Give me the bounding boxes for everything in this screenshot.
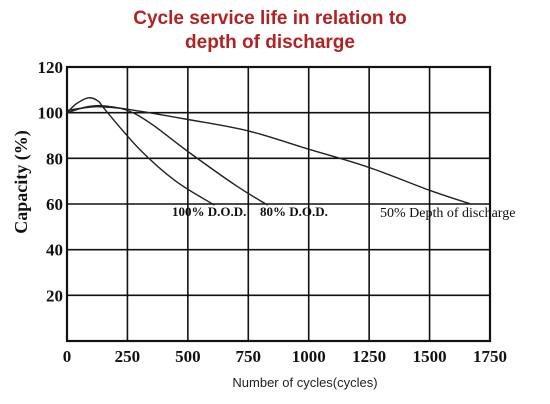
series-lines (66, 97, 471, 206)
y-tick-label: 60 (46, 195, 63, 214)
x-tick-label: 1000 (292, 347, 326, 366)
x-tick-label: 750 (236, 347, 262, 366)
series-annotation-3: 50% Depth of discharge (380, 206, 515, 221)
series-line-2 (66, 104, 268, 206)
y-tick-label: 80 (46, 149, 63, 168)
series-line-1 (66, 97, 215, 206)
x-tick-label: 250 (115, 347, 141, 366)
series-annotation-2: 80% D.O.D. (260, 204, 328, 219)
x-tick-label: 1750 (473, 347, 507, 366)
x-tick-label: 0 (63, 347, 72, 366)
x-tick-label: 500 (175, 347, 201, 366)
series-line-3 (66, 105, 471, 205)
series-annotation-1: 100% D.O.D. (172, 204, 246, 219)
chart-title-line-1: Cycle service life in relation to (133, 8, 407, 29)
axes (65, 65, 492, 343)
x-tick-label: 1500 (413, 347, 447, 366)
y-tick-label: 20 (46, 286, 63, 305)
y-tick-label: 100 (38, 104, 64, 123)
grid (67, 67, 490, 341)
y-tick-label: 120 (38, 58, 64, 77)
plot-frame (65, 65, 492, 343)
series-annotations: 100% D.O.D. 80% D.O.D. 50% Depth of discha… (172, 204, 515, 221)
x-axis-label: Number of cycles(cycles) (232, 375, 377, 390)
y-tick-label: 40 (46, 241, 63, 260)
y-axis-label: Capacity (%) (11, 130, 32, 233)
y-tick-labels: 20 40 60 80 100 120 (38, 58, 64, 305)
x-tick-labels: 0 250 500 750 1000 1250 1500 1750 (63, 347, 507, 366)
chart-title-line-2: depth of discharge (185, 32, 355, 53)
x-tick-label: 1250 (352, 347, 386, 366)
